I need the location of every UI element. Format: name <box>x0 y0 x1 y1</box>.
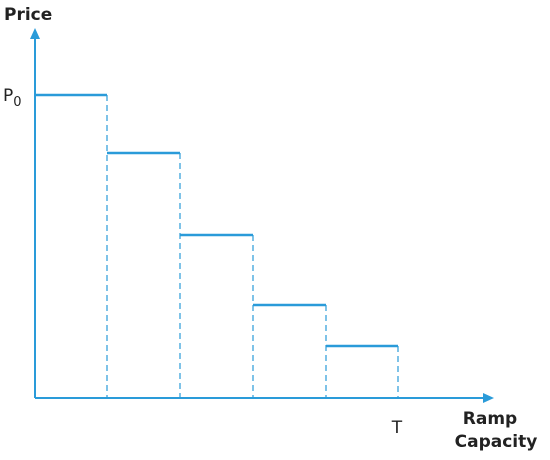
x-axis-label-line: Ramp <box>463 409 517 429</box>
y-marker: P0 <box>3 86 22 110</box>
x-marker: T <box>391 418 403 438</box>
y-marker-base: P <box>3 86 13 106</box>
x-axis-arrow <box>483 393 494 403</box>
y-axis-arrow <box>30 28 40 39</box>
y-axis-label: Price <box>4 5 52 25</box>
y-marker-subscript: 0 <box>13 95 21 110</box>
x-axis-label-line: Capacity <box>455 432 538 452</box>
